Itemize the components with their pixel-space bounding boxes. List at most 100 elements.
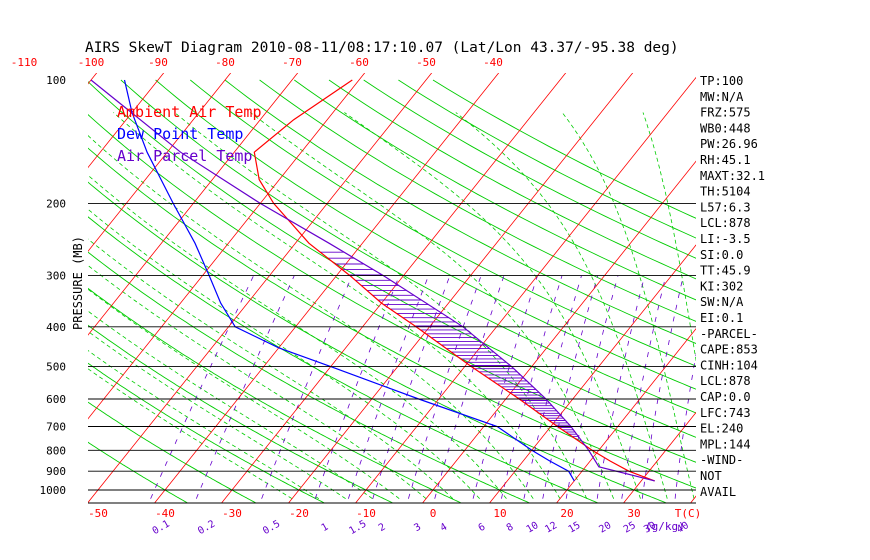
pressure-tick-label: 100 bbox=[46, 74, 66, 87]
mixing-ratio-line bbox=[596, 275, 646, 499]
stat-line: RH:45.1 bbox=[700, 153, 751, 167]
isotherm bbox=[422, 160, 696, 503]
bottom-temp-tick: -30 bbox=[222, 507, 242, 520]
moist-adiabat bbox=[88, 264, 427, 499]
mixing-ratio-line bbox=[261, 275, 353, 499]
moist-adiabat bbox=[88, 330, 346, 500]
stat-line: WB0:448 bbox=[700, 121, 751, 135]
top-temp-tick: -40 bbox=[483, 56, 503, 69]
dry-adiabat bbox=[259, 79, 696, 322]
stat-line: PW:26.96 bbox=[700, 137, 758, 151]
bottom-temp-tick: 30 bbox=[627, 507, 640, 520]
mixing-ratio-label: 1 bbox=[320, 522, 331, 535]
pressure-tick-label: 200 bbox=[46, 197, 66, 210]
dry-adiabat bbox=[120, 79, 696, 414]
stat-line: LFC:743 bbox=[700, 406, 751, 420]
mixing-ratio-line bbox=[195, 275, 295, 499]
stat-line: SI:0.0 bbox=[700, 248, 743, 262]
pressure-tick-label: 800 bbox=[46, 444, 66, 457]
mixing-ratio-label: 6 bbox=[477, 522, 488, 535]
mixing-ratio-line bbox=[542, 275, 599, 499]
top-temp-tick: -100 bbox=[78, 56, 105, 69]
stat-line: TP:100 bbox=[700, 74, 743, 88]
dry-adiabat bbox=[328, 79, 696, 280]
legend-item-3: Air Parcel Temp bbox=[117, 147, 252, 165]
pressure-tick-label: 700 bbox=[46, 421, 66, 434]
isotherm bbox=[88, 73, 299, 336]
stat-line: FRZ:575 bbox=[700, 106, 751, 120]
stat-line: AVAIL bbox=[700, 485, 736, 499]
stat-line: EI:0.1 bbox=[700, 311, 743, 325]
mixing-ratio-label: 20 bbox=[597, 520, 613, 536]
moist-adiabat bbox=[88, 174, 507, 499]
moist-adiabat bbox=[249, 112, 614, 499]
mixing-ratio-label: 0.5 bbox=[261, 519, 282, 538]
stat-line: KI:302 bbox=[700, 279, 743, 293]
legend-item-2: Dew Point Temp bbox=[117, 125, 243, 143]
stat-line: SW:N/A bbox=[700, 295, 744, 309]
isotherm bbox=[556, 328, 696, 503]
mixing-ratio-label: 0.1 bbox=[151, 519, 172, 538]
dry-adiabat bbox=[88, 251, 531, 503]
dry-adiabat bbox=[363, 79, 696, 259]
top-temp-tick: -110 bbox=[11, 56, 38, 69]
mixing-ratio-label: 1.5 bbox=[347, 519, 368, 538]
temperature-profile bbox=[253, 79, 655, 482]
stat-line: TH:5104 bbox=[700, 185, 751, 199]
stat-line: LCL:878 bbox=[700, 374, 751, 388]
stat-line: NOT bbox=[700, 469, 722, 483]
isotherm bbox=[88, 73, 232, 252]
mixing-ratio-line bbox=[434, 275, 505, 499]
mixing-unit-label: (g/kg) bbox=[645, 520, 685, 533]
isotherm bbox=[88, 73, 165, 169]
bottom-temp-tick: -40 bbox=[155, 507, 175, 520]
stat-line: CAP:0.0 bbox=[700, 390, 751, 404]
isotherm bbox=[355, 76, 696, 503]
bottom-temp-tick: 10 bbox=[493, 507, 506, 520]
dry-adiabat bbox=[88, 114, 696, 463]
stat-line: CAPE:853 bbox=[700, 343, 758, 357]
stat-line: TT:45.9 bbox=[700, 264, 751, 278]
dry-adiabat bbox=[88, 147, 696, 489]
y-axis-label: PRESSURE (MB) bbox=[71, 236, 85, 330]
pressure-tick-label: 900 bbox=[46, 465, 66, 478]
moist-adiabat bbox=[561, 112, 695, 499]
top-temp-tick: -60 bbox=[349, 56, 369, 69]
mixing-ratio-line bbox=[150, 275, 254, 499]
stat-line: MW:N/A bbox=[700, 90, 744, 104]
dry-adiabat bbox=[88, 324, 394, 503]
dry-adiabat bbox=[398, 79, 696, 239]
mixing-ratio-label: 30 bbox=[642, 520, 658, 536]
stat-line: LI:-3.5 bbox=[700, 232, 751, 246]
isotherm bbox=[88, 73, 366, 420]
dry-adiabat bbox=[190, 79, 696, 367]
stat-line: L57:6.3 bbox=[700, 200, 751, 214]
isotherm bbox=[489, 244, 696, 503]
moist-adiabat bbox=[113, 112, 561, 499]
mixing-ratio-line bbox=[314, 275, 400, 499]
stat-line: MAXT:32.1 bbox=[700, 169, 765, 183]
moist-adiabat bbox=[174, 112, 588, 499]
moist-adiabat bbox=[88, 135, 534, 499]
plot-area bbox=[0, 71, 696, 504]
legend-item-1: Ambient Air Temp bbox=[117, 103, 262, 121]
top-temp-tick: -70 bbox=[282, 56, 302, 69]
stat-line: CINH:104 bbox=[700, 358, 758, 372]
mixing-ratio-label: 15 bbox=[567, 520, 583, 536]
stat-line: -WIND- bbox=[700, 453, 743, 467]
moist-adiabat bbox=[88, 350, 320, 500]
pressure-tick-label: 500 bbox=[46, 361, 66, 374]
moist-adiabat bbox=[455, 112, 668, 499]
chart-title: AIRS SkewT Diagram 2010-08-11/08:17:10.0… bbox=[85, 40, 679, 56]
dry-adiabat bbox=[88, 216, 600, 503]
dry-adiabat bbox=[88, 81, 696, 438]
isotherm bbox=[221, 73, 567, 503]
mixing-ratio-line bbox=[641, 275, 684, 499]
isotherm bbox=[623, 411, 696, 503]
stat-line: EL:240 bbox=[700, 422, 743, 436]
moist-adiabat bbox=[344, 112, 641, 499]
isotherm bbox=[0, 71, 31, 504]
top-temp-tick: -90 bbox=[148, 56, 168, 69]
